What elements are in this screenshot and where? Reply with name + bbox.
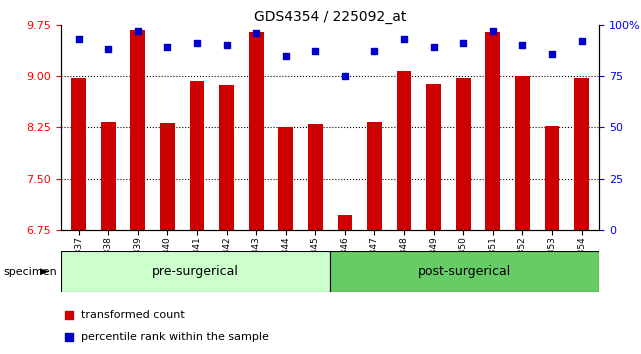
Bar xyxy=(278,127,293,230)
Text: specimen: specimen xyxy=(3,267,57,277)
Bar xyxy=(367,122,382,230)
Point xyxy=(399,36,409,42)
Point xyxy=(340,73,350,79)
Point xyxy=(310,48,320,54)
Point xyxy=(369,48,379,54)
Point xyxy=(547,51,557,56)
Bar xyxy=(426,84,441,230)
Bar xyxy=(219,85,234,230)
Bar xyxy=(190,81,204,230)
Bar xyxy=(308,124,322,230)
Point xyxy=(133,28,143,34)
Bar xyxy=(397,71,412,230)
Text: percentile rank within the sample: percentile rank within the sample xyxy=(81,332,269,342)
Bar xyxy=(338,215,353,230)
Point xyxy=(64,334,74,339)
Point xyxy=(162,45,172,50)
Text: pre-surgerical: pre-surgerical xyxy=(152,265,239,278)
Text: transformed count: transformed count xyxy=(81,310,185,320)
Bar xyxy=(545,126,560,230)
Point xyxy=(192,40,202,46)
Point xyxy=(251,30,262,36)
Point xyxy=(74,36,84,42)
Bar xyxy=(485,32,500,230)
Bar xyxy=(249,32,263,230)
Point xyxy=(64,312,74,318)
Point xyxy=(576,38,587,44)
Bar xyxy=(574,78,589,230)
Bar xyxy=(130,30,146,230)
Point xyxy=(488,28,498,34)
Bar xyxy=(160,123,175,230)
Bar xyxy=(61,251,330,292)
Point xyxy=(429,45,439,50)
Bar xyxy=(71,78,86,230)
Bar xyxy=(456,78,470,230)
Point xyxy=(281,53,291,58)
Bar xyxy=(330,251,599,292)
Bar xyxy=(515,76,530,230)
Point xyxy=(458,40,469,46)
Point xyxy=(517,42,528,48)
Point xyxy=(221,42,231,48)
Bar xyxy=(101,122,115,230)
Text: ►: ► xyxy=(40,265,50,278)
Point xyxy=(103,47,113,52)
Title: GDS4354 / 225092_at: GDS4354 / 225092_at xyxy=(254,10,406,24)
Text: post-surgerical: post-surgerical xyxy=(418,265,512,278)
